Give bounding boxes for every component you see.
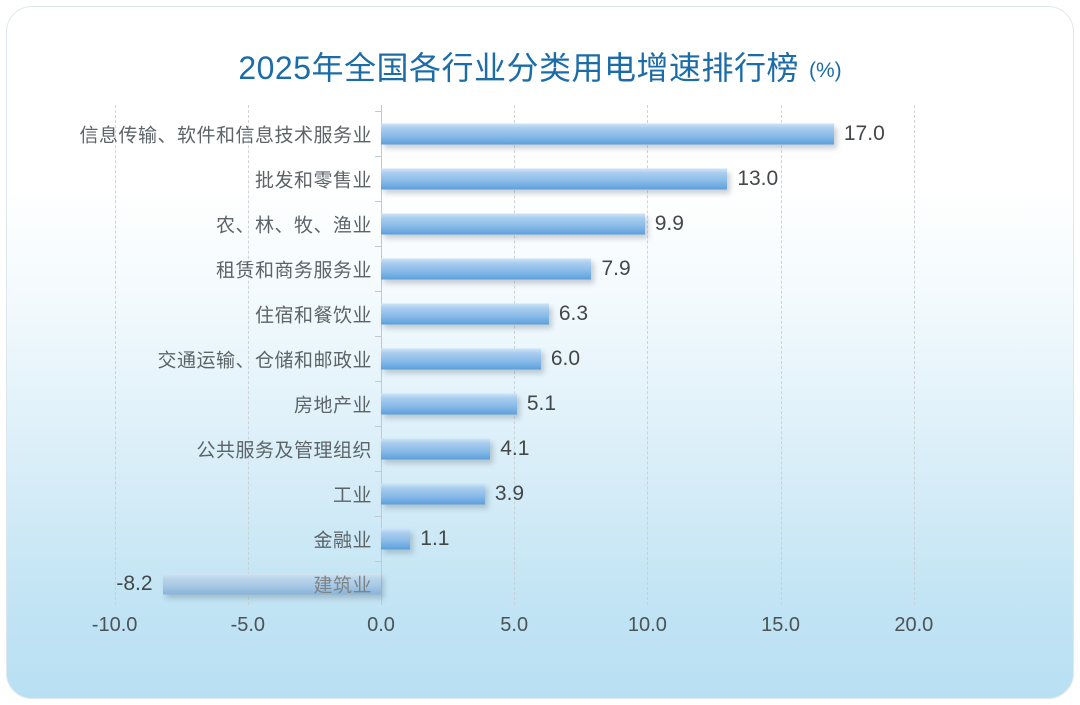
bar[interactable]: [381, 123, 834, 144]
chart-title-row: 2025年全国各行业分类用电增速排行榜 (%): [7, 43, 1073, 89]
value-label: 6.3: [558, 301, 589, 325]
category-label: 农、林、牧、渔业: [215, 215, 372, 236]
page-title: 2025年全国各行业分类用电增速排行榜: [238, 50, 800, 86]
bar[interactable]: [381, 528, 411, 549]
value-label: 13.0: [737, 166, 779, 190]
axis-tick-mark: [375, 246, 381, 247]
axis-tick-mark: [375, 291, 381, 292]
value-label: 17.0: [843, 121, 885, 145]
bar[interactable]: [381, 348, 541, 369]
value-label: 3.9: [494, 481, 525, 505]
bar[interactable]: [381, 483, 485, 504]
x-axis-tick-label: -10.0: [91, 614, 138, 636]
category-label: 批发和零售业: [254, 170, 372, 191]
category-label: 工业: [332, 485, 372, 506]
bar[interactable]: [381, 303, 549, 324]
bar-row[interactable]: 建筑业 -8.2: [7, 561, 1073, 606]
axis-tick-mark: [375, 471, 381, 472]
bar-row[interactable]: 工业 3.9: [7, 471, 1073, 516]
bar-row[interactable]: 房地产业 5.1: [7, 381, 1073, 426]
bar-row[interactable]: 批发和零售业 13.0: [7, 156, 1073, 201]
value-label: 5.1: [526, 391, 557, 415]
chart-title-unit: (%): [809, 59, 842, 82]
category-label: 租赁和商务服务业: [215, 260, 372, 281]
value-label: 9.9: [654, 211, 684, 235]
value-label: 1.1: [420, 526, 450, 550]
bar[interactable]: [381, 438, 491, 459]
category-label: 房地产业: [293, 395, 372, 416]
value-label: 7.9: [601, 256, 631, 280]
bar[interactable]: [381, 168, 728, 189]
x-axis-tick-label: 15.0: [761, 614, 801, 636]
category-label: 住宿和餐饮业: [254, 305, 372, 326]
x-axis-tick-label: 5.0: [500, 614, 529, 636]
axis-tick-mark: [375, 561, 381, 562]
category-label: 信息传输、软件和信息技术服务业: [79, 125, 372, 146]
bar-row[interactable]: 金融业 1.1: [7, 516, 1073, 561]
axis-tick-mark: [375, 381, 381, 382]
bar-row[interactable]: 农、林、牧、渔业 9.9: [7, 201, 1073, 246]
axis-tick-mark: [375, 426, 381, 427]
bar-chart-plot-area: 信息传输、软件和信息技术服务业 17.0 批发和零售业 13.0 农、林、牧、渔业 9.9…: [7, 7, 1073, 698]
x-axis-tick-label: 0.0: [367, 614, 395, 636]
bar-row[interactable]: 公共服务及管理组织 4.1: [7, 426, 1073, 471]
value-label: 6.0: [550, 346, 581, 370]
bar[interactable]: [381, 213, 645, 234]
gridline--10.0: [114, 105, 116, 605]
x-axis-tick-label: 20.0: [894, 614, 934, 636]
bar-row[interactable]: 交通运输、仓储和邮政业 6.0: [7, 336, 1073, 381]
axis-tick-mark: [375, 201, 381, 202]
category-label: 交通运输、仓储和邮政业: [157, 350, 372, 371]
bar-row[interactable]: 租赁和商务服务业 7.9: [7, 246, 1073, 291]
x-axis-tick-label: -5.0: [230, 614, 266, 636]
category-label: 公共服务及管理组织: [196, 440, 372, 461]
bar-row[interactable]: 信息传输、软件和信息技术服务业 17.0: [7, 111, 1073, 156]
category-label: 建筑业: [313, 575, 372, 596]
gridline-20.0: [913, 105, 915, 605]
bar-row[interactable]: 住宿和餐饮业 6.3: [7, 291, 1073, 336]
axis-tick-mark: [375, 516, 381, 517]
value-label: -8.2: [116, 571, 153, 595]
gridline--5.0: [247, 105, 249, 605]
gridline-15.0: [780, 105, 782, 605]
bar[interactable]: [162, 573, 381, 594]
chart-card: 2025年全国各行业分类用电增速排行榜 (%) 信息传输、软件和信息技术服务业 17…: [6, 6, 1074, 699]
axis-tick-mark: [375, 336, 381, 337]
bar[interactable]: [381, 258, 592, 279]
axis-tick-mark: [375, 156, 381, 157]
category-label: 金融业: [313, 530, 372, 551]
bar[interactable]: [381, 393, 517, 414]
x-axis-tick-label: 10.0: [627, 614, 667, 636]
value-label: 4.1: [500, 436, 530, 460]
axis-tick-mark: [375, 111, 381, 112]
gridline-10.0: [647, 105, 649, 605]
